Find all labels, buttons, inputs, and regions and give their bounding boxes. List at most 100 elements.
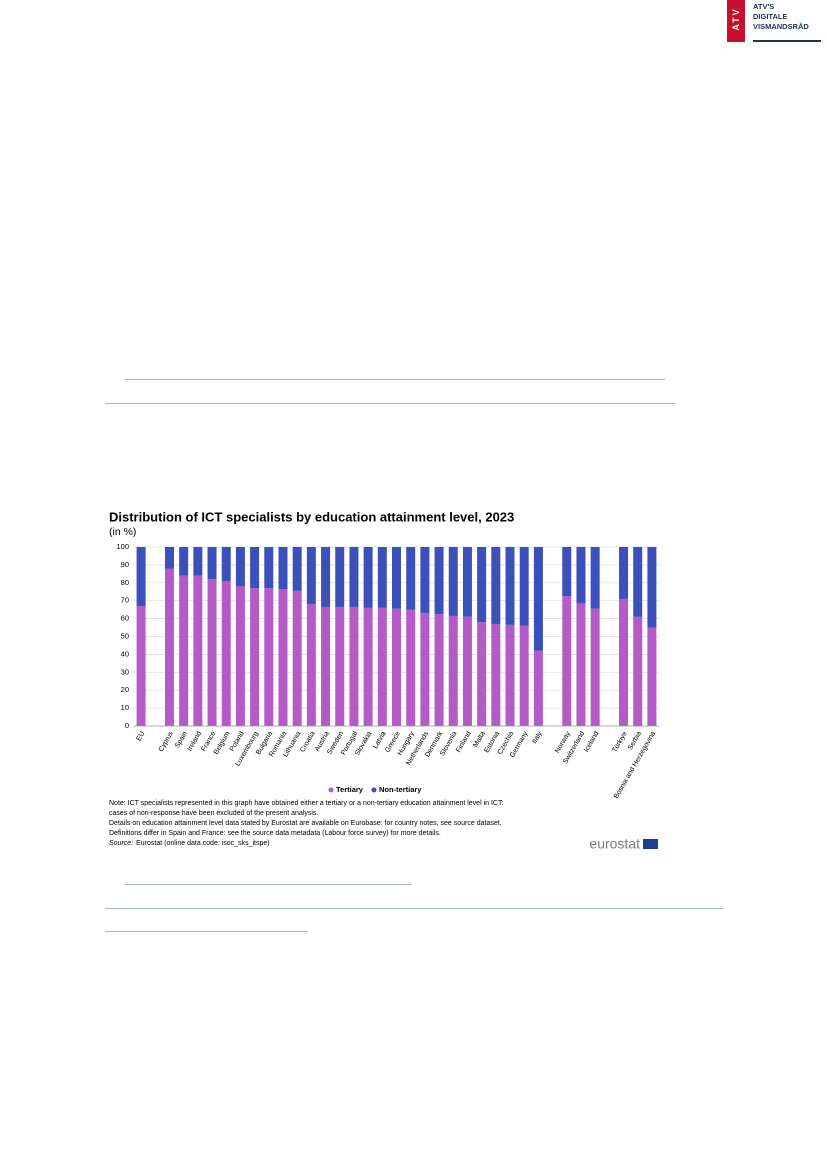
bar-segment bbox=[377, 547, 387, 608]
bar-segment bbox=[633, 616, 643, 726]
x-tick-label: Italy bbox=[531, 730, 544, 745]
legend-swatch bbox=[371, 787, 377, 793]
bar-segment bbox=[349, 547, 359, 607]
bar-segment bbox=[647, 627, 657, 726]
chart-subtitle: (in %) bbox=[109, 526, 136, 538]
bar-segment bbox=[278, 547, 288, 590]
bar-segment bbox=[562, 596, 572, 726]
source-text: Eurostat (online data code: isoc_sks_its… bbox=[136, 840, 269, 847]
bar-segment bbox=[221, 547, 231, 582]
bar-segment bbox=[505, 547, 515, 625]
bar-segment bbox=[164, 568, 174, 726]
y-tick-label: 20 bbox=[121, 685, 129, 694]
bar-segment bbox=[207, 547, 217, 580]
y-tick-label: 0 bbox=[125, 721, 129, 730]
bar-segment bbox=[477, 622, 487, 726]
legend-swatch bbox=[328, 787, 334, 793]
note: Definitions differ in Spain and France: … bbox=[109, 830, 441, 837]
x-tick-label: Malta bbox=[472, 730, 487, 748]
brand-flag bbox=[643, 839, 658, 849]
bar-segment bbox=[462, 547, 472, 617]
bar-segment bbox=[406, 547, 416, 610]
y-tick-label: 60 bbox=[121, 614, 129, 623]
y-tick-label: 10 bbox=[121, 703, 129, 712]
bar-segment bbox=[264, 588, 274, 726]
bar-segment bbox=[221, 581, 231, 726]
bar-segment bbox=[590, 547, 600, 609]
bar-segment bbox=[321, 547, 331, 607]
note: Details on education attainment level da… bbox=[109, 820, 502, 827]
bar-segment bbox=[349, 606, 359, 726]
rule bbox=[105, 403, 675, 404]
org-line: VISMANDSRÅD bbox=[753, 22, 809, 31]
y-tick-label: 100 bbox=[116, 542, 129, 551]
y-tick-label: 30 bbox=[121, 667, 129, 676]
bar-segment bbox=[164, 547, 174, 569]
y-tick-label: 70 bbox=[121, 596, 129, 605]
logo-underline bbox=[753, 40, 821, 42]
bar-segment bbox=[576, 603, 586, 726]
note: cases of non-response have been excluded… bbox=[109, 810, 318, 817]
bar-segment bbox=[519, 547, 529, 626]
bar-segment bbox=[335, 547, 345, 607]
bar-segment bbox=[377, 607, 387, 726]
legend-label: Non-tertiary bbox=[379, 785, 422, 794]
bar-segment bbox=[533, 547, 543, 651]
bar-segment bbox=[292, 590, 302, 726]
bar-segment bbox=[306, 604, 316, 726]
bar-segment bbox=[179, 547, 189, 576]
bar-segment bbox=[420, 547, 430, 614]
org-line: ATV'S bbox=[753, 2, 775, 11]
x-tick-label: Türkiye bbox=[611, 730, 629, 753]
bar-segment bbox=[491, 623, 501, 726]
bar-segment bbox=[321, 606, 331, 726]
bar-segment bbox=[434, 547, 444, 615]
note: Note: ICT specialists represented in thi… bbox=[109, 800, 503, 807]
rule bbox=[105, 908, 723, 909]
bar-segment bbox=[633, 547, 643, 617]
bar-segment bbox=[207, 579, 217, 726]
bar-segment bbox=[519, 625, 529, 726]
bar-segment bbox=[392, 547, 401, 609]
source-label: Source: bbox=[109, 840, 133, 847]
bar-segment bbox=[505, 624, 515, 726]
logo-block bbox=[727, 0, 745, 42]
brand: eurostat bbox=[589, 836, 640, 852]
bar-segment bbox=[420, 613, 430, 726]
bar-segment bbox=[193, 547, 203, 576]
x-tick-label: EU bbox=[135, 730, 146, 742]
y-tick-label: 80 bbox=[121, 578, 129, 587]
bar-segment bbox=[235, 586, 245, 726]
logo-text: ATV bbox=[731, 7, 741, 31]
bar-segment bbox=[619, 598, 629, 726]
rule bbox=[125, 379, 665, 380]
bar-segment bbox=[477, 547, 487, 623]
bar-segment bbox=[533, 650, 543, 726]
y-tick-label: 40 bbox=[121, 649, 129, 658]
bar-segment bbox=[292, 547, 302, 591]
rule bbox=[105, 931, 308, 932]
bar-segment bbox=[619, 547, 629, 599]
bar-segment bbox=[462, 616, 472, 726]
bar-segment bbox=[136, 606, 146, 726]
bar-segment bbox=[179, 575, 189, 726]
bar-segment bbox=[647, 547, 657, 628]
bar-segment bbox=[392, 608, 401, 726]
bar-segment bbox=[590, 608, 600, 726]
bar-segment bbox=[250, 547, 260, 589]
legend-label: Tertiary bbox=[336, 785, 364, 794]
x-tick-label: Cyprus bbox=[158, 730, 175, 753]
rule bbox=[125, 884, 412, 885]
bar-segment bbox=[448, 547, 458, 616]
chart: Distribution of ICT specialists by educa… bbox=[109, 509, 659, 852]
bar-segment bbox=[264, 547, 274, 589]
bar-segment bbox=[363, 547, 373, 608]
org-name: ATV'S DIGITALE VISMANDSRÅD bbox=[753, 2, 809, 32]
y-tick-label: 90 bbox=[121, 560, 129, 569]
bar-segment bbox=[335, 606, 345, 726]
y-tick-label: 50 bbox=[121, 631, 129, 640]
bar-segment bbox=[235, 547, 245, 587]
bar-segment bbox=[363, 607, 373, 726]
chart-title: Distribution of ICT specialists by educa… bbox=[109, 509, 514, 524]
